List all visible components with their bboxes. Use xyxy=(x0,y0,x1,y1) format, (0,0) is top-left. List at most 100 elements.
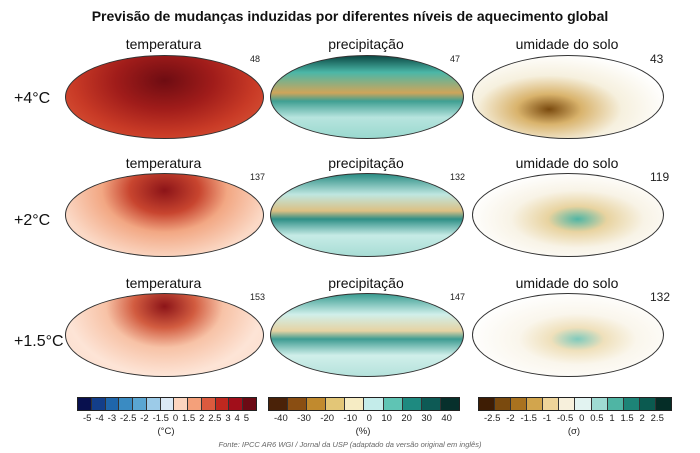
column-header: temperatura xyxy=(125,36,202,52)
tick-label: 2.5 xyxy=(650,413,664,424)
tick-label: -20 xyxy=(320,413,335,424)
map-soil-moisture xyxy=(472,293,664,377)
tick-label: 1.5 xyxy=(181,413,196,424)
colorbar-segment xyxy=(559,398,576,410)
tick-label: 0 xyxy=(366,413,372,424)
colorbar-segment xyxy=(105,398,120,410)
colorbar xyxy=(268,397,460,411)
row-label: +4°C xyxy=(14,90,51,107)
tick-label: -2 xyxy=(140,413,149,424)
colorbar-segment xyxy=(440,398,459,410)
map-temperature xyxy=(65,55,264,139)
colorbar-segment xyxy=(543,398,560,410)
column-header: precipitação xyxy=(328,275,404,291)
tick-label: 1.5 xyxy=(620,413,634,424)
colorbar-segment xyxy=(421,398,441,410)
model-count: 47 xyxy=(450,54,461,64)
tick-label: -4 xyxy=(95,413,104,424)
colorbar-segment xyxy=(479,398,496,410)
tick-label: -30 xyxy=(297,413,311,424)
map-soil-moisture xyxy=(472,55,664,139)
colorbar-segment xyxy=(383,398,403,410)
colorbar-ticks: -2.5 -2 -1.5 -1 -0.5 0 0.5 1 1.5 2 2.5 xyxy=(484,413,664,424)
tick-label: 40 xyxy=(441,413,452,424)
tick-label: 2 xyxy=(639,413,645,424)
tick-label: 2 xyxy=(199,413,205,424)
tick-label: 20 xyxy=(401,413,412,424)
colorbar-segment xyxy=(307,398,327,410)
column-header: temperatura xyxy=(125,155,202,171)
colorbar-segment xyxy=(146,398,161,410)
map-temperature xyxy=(65,293,264,377)
colorbar-segment xyxy=(78,398,92,410)
source-caption: Fonte: IPCC AR6 WGI / Jornal da USP (ada… xyxy=(218,440,482,449)
tick-label: -40 xyxy=(274,413,288,424)
tick-label: 5 xyxy=(243,413,249,424)
colorbar xyxy=(77,397,257,411)
colorbar-unit: (%) xyxy=(355,426,371,437)
tick-label: -2 xyxy=(506,413,515,424)
tick-label: 4 xyxy=(234,413,240,424)
column-header: precipitação xyxy=(328,36,404,52)
figure-title: Previsão de mudanças induzidas por difer… xyxy=(91,8,609,24)
model-count: 48 xyxy=(250,54,261,64)
tick-label: -1.5 xyxy=(520,413,537,424)
model-count: 132 xyxy=(450,172,466,182)
tick-label: 3 xyxy=(225,413,231,424)
colorbar-segment xyxy=(229,398,244,410)
tick-label: 2.5 xyxy=(208,413,222,424)
colorbar-segment xyxy=(269,398,289,410)
map-precipitation xyxy=(270,173,464,257)
colorbar-segment xyxy=(402,398,422,410)
colorbar-segment xyxy=(607,398,624,410)
map-precipitation xyxy=(270,293,464,377)
colorbar-segment xyxy=(201,398,216,410)
tick-label: 0.5 xyxy=(590,413,604,424)
colorbar-segment xyxy=(655,398,671,410)
model-count: 119 xyxy=(650,170,670,184)
model-count: 153 xyxy=(250,292,266,302)
colorbar-unit: (σ) xyxy=(567,426,581,437)
column-header: umidade do solo xyxy=(515,275,619,291)
tick-label: -5 xyxy=(83,413,92,424)
colorbar-segment xyxy=(623,398,640,410)
colorbar-segment xyxy=(288,398,308,410)
map-precipitation xyxy=(270,55,464,139)
colorbar-segment xyxy=(91,398,106,410)
column-header: temperatura xyxy=(125,275,202,291)
colorbar-segment xyxy=(188,398,202,410)
colorbar-ticks: -40 -30 -20 -10 0 10 20 30 40 xyxy=(274,413,452,424)
colorbar-segment xyxy=(215,398,230,410)
colorbar-segment xyxy=(527,398,544,410)
colorbar-segment xyxy=(243,398,256,410)
colorbar-segment xyxy=(326,398,346,410)
colorbar-segment xyxy=(511,398,528,410)
colorbar-segment xyxy=(364,398,384,410)
colorbar-segment xyxy=(174,398,189,410)
row-label: +2°C xyxy=(14,212,51,229)
tick-label: -0.5 xyxy=(556,413,574,424)
tick-label: 1 xyxy=(609,413,615,424)
tick-label: 30 xyxy=(421,413,432,424)
tick-label: 10 xyxy=(381,413,392,424)
colorbar-segment xyxy=(133,398,147,410)
column-header: umidade do solo xyxy=(515,36,619,52)
map-temperature xyxy=(65,173,264,257)
map-soil-moisture xyxy=(472,173,664,257)
colorbar-segment xyxy=(639,398,656,410)
column-header: umidade do solo xyxy=(515,155,619,171)
tick-label: -2.5 xyxy=(484,413,501,424)
column-header: precipitação xyxy=(328,155,404,171)
row-label: +1.5°C xyxy=(14,333,64,350)
tick-label: -10 xyxy=(343,413,358,424)
model-count: 43 xyxy=(650,52,664,66)
colorbar-segment xyxy=(575,398,592,410)
colorbar-segment xyxy=(119,398,134,410)
colorbar-segment xyxy=(345,398,365,410)
tick-label: 0 xyxy=(579,413,585,424)
colorbar-unit: (°C) xyxy=(157,426,175,437)
colorbar xyxy=(478,397,672,411)
colorbar-segment xyxy=(495,398,512,410)
colorbar-segment xyxy=(160,398,175,410)
